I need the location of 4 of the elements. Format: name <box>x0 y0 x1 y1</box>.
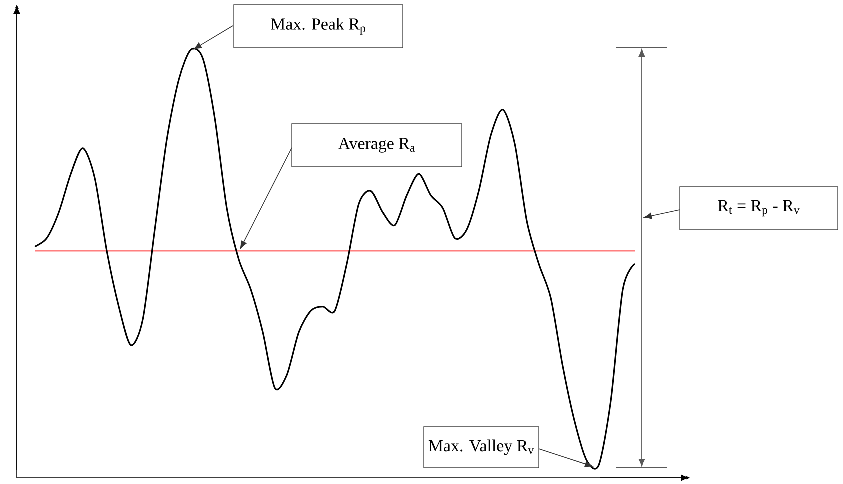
annotation: Average R$_{a}$ <box>338 138 416 153</box>
annotation: Max. Valley R$_{v}$ <box>428 440 534 456</box>
text: R$_{t}$ = R$_{p}$ - R$_{v}$ <box>718 200 800 217</box>
text: Max. Peak R$_{p}$ <box>271 18 366 35</box>
